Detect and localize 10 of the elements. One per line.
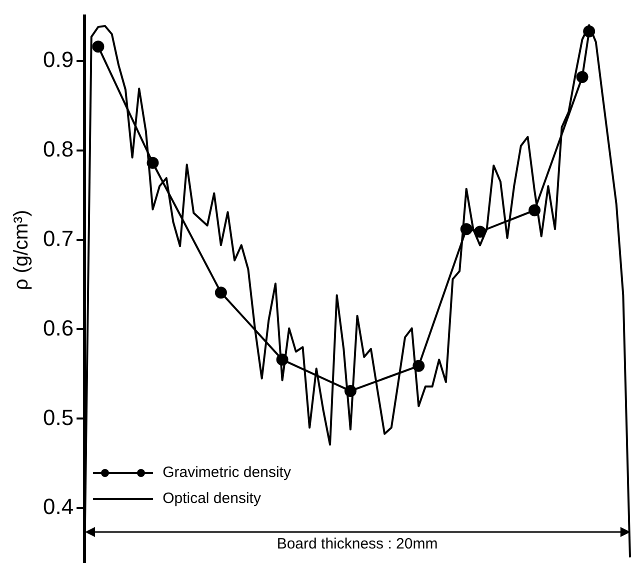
- legend-label: Gravimetric density: [162, 464, 291, 482]
- y-axis-title: ρ (g/cm³): [10, 210, 34, 290]
- y-tick-label: 0.4: [42, 494, 74, 520]
- y-tick-label: 0.5: [42, 404, 74, 430]
- y-tick-label: 0.9: [42, 46, 74, 72]
- y-tick-label: 0.6: [42, 315, 74, 340]
- y-tick-label: 0.8: [42, 136, 74, 162]
- y-tick-label: 0.7: [42, 226, 74, 251]
- x-axis-title: Board thickness : 20mm: [276, 535, 438, 552]
- legend-label: Optical density: [162, 490, 261, 508]
